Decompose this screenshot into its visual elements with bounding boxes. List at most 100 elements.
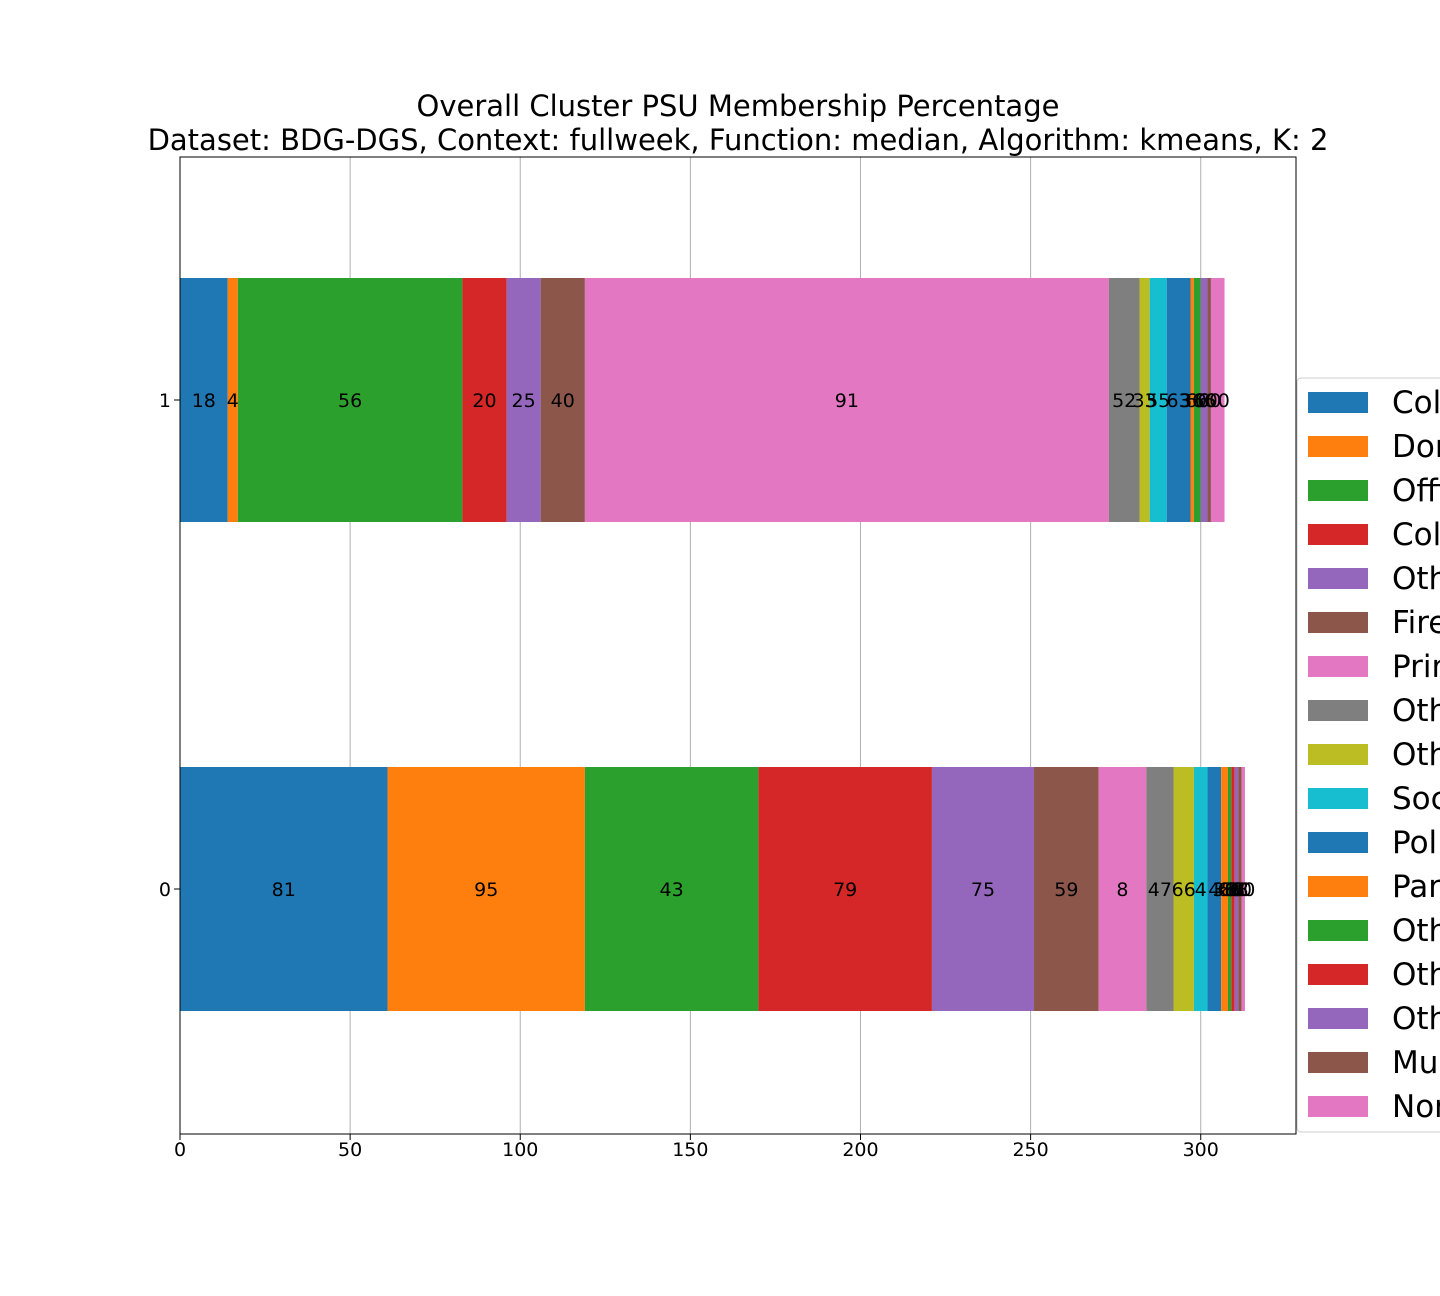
legend-swatch-16	[1308, 1096, 1368, 1117]
bar-segment-cat0-s4	[931, 767, 1035, 1011]
x-tick-label-200: 200	[842, 1139, 878, 1161]
bar-label-cat1-s12: 66	[1185, 390, 1209, 412]
bar-label-cat0-s16: 80	[1231, 879, 1255, 901]
bar-label-cat1-s6: 91	[835, 390, 859, 412]
bar-segment-cat1-s5	[540, 278, 585, 522]
bar-label-cat1-s10: 63	[1167, 390, 1191, 412]
bar-segment-cat1-s11	[1190, 278, 1194, 522]
bar-label-cat1-s13: 0	[1195, 390, 1207, 412]
bar-segment-cat1-s12	[1193, 278, 1201, 522]
bar-segment-cat1-s2	[237, 278, 463, 522]
x-tick-label-50: 50	[338, 1139, 362, 1161]
bar-label-cat0-s6: 8	[1116, 879, 1128, 901]
legend: Col Dor Offi Col Oth Fire Prir Oth Oth Soc Poli Par…	[1296, 377, 1440, 1133]
bar-segment-cat0-s1	[387, 767, 585, 1011]
bar-label-cat1-s2: 56	[338, 390, 362, 412]
bar-segment-cat0-s7	[1146, 767, 1174, 1011]
bar-segment-cat0-s5	[1034, 767, 1099, 1011]
bar-label-cat1-s16: 00	[1206, 390, 1230, 412]
bar-label-cat0-s9: 4	[1195, 879, 1207, 901]
bar-label-cat1-s1: 4	[227, 390, 239, 412]
chart-subtitle: Dataset: BDG-DGS, Context: fullweek, Fun…	[148, 123, 1329, 157]
legend-swatch-2	[1308, 480, 1368, 501]
legend-label-16: Nor	[1392, 1089, 1440, 1125]
bar-segment-cat0-s2	[584, 767, 759, 1011]
plot-frame	[179, 156, 1297, 1135]
legend-label-6: Prir	[1392, 649, 1440, 685]
bar-segment-cat1-s16	[1210, 278, 1225, 522]
y-tick-label-1: 1	[159, 390, 171, 412]
legend-swatch-12	[1308, 920, 1368, 941]
bar-segment-cat0-s15	[1238, 767, 1242, 1011]
bar-segment-cat1-s3	[462, 278, 507, 522]
bar-label-cat1-s14: 66	[1192, 390, 1216, 412]
bar-label-cat0-s15: 80	[1228, 879, 1252, 901]
bar-segment-cat0-s6	[1098, 767, 1147, 1011]
chart-title: Overall Cluster PSU Membership Percentag…	[417, 89, 1060, 123]
x-tick-label-300: 300	[1183, 1139, 1219, 1161]
legend-label-7: Oth	[1392, 693, 1440, 729]
bar-label-cat1-s15: 60	[1197, 390, 1221, 412]
legend-label-11: Par	[1392, 869, 1440, 905]
bar-segment-cat0-s0	[180, 767, 388, 1011]
bar-segment-cat1-s1	[227, 278, 238, 522]
bar-segment-cat1-s15	[1207, 278, 1211, 522]
bar-label-cat1-s5: 40	[551, 390, 575, 412]
bar-label-cat0-s1: 95	[474, 879, 498, 901]
bar-segment-cat0-s13	[1231, 767, 1235, 1011]
bar-segment-cat1-s8	[1139, 278, 1150, 522]
bar-segment-cat1-s7	[1108, 278, 1140, 522]
bar-label-cat0-s7: 47	[1148, 879, 1172, 901]
legend-label-14: Oth	[1392, 1001, 1440, 1037]
bar-segment-cat0-s12	[1227, 767, 1232, 1011]
legend-label-1: Dor	[1392, 429, 1440, 465]
legend-label-8: Oth	[1392, 737, 1440, 773]
legend-swatch-15	[1308, 1052, 1368, 1073]
bar-label-cat0-s4: 75	[971, 879, 995, 901]
bar-label-cat0-s5: 59	[1054, 879, 1078, 901]
bar-label-cat0-s13: 88	[1221, 879, 1245, 901]
legend-swatch-10	[1308, 832, 1368, 853]
bar-label-cat0-s14: 88	[1224, 879, 1248, 901]
legend-swatch-0	[1308, 392, 1368, 413]
y-tick-label-0: 0	[159, 879, 171, 901]
bar-label-cat1-s8: 33	[1132, 390, 1156, 412]
legend-label-4: Oth	[1392, 561, 1440, 597]
legend-swatch-5	[1308, 612, 1368, 633]
legend-swatch-13	[1308, 964, 1368, 985]
bar-segment-cat1-s14	[1200, 278, 1208, 522]
bar-label-cat0-s2: 43	[660, 879, 684, 901]
x-tick-label-150: 150	[672, 1139, 708, 1161]
bar-label-cat1-s4: 25	[512, 390, 536, 412]
bar-segment-cat0-s8	[1173, 767, 1194, 1011]
bar-label-cat1-s9: 55	[1146, 390, 1170, 412]
legend-label-12: Oth	[1392, 913, 1440, 949]
x-tick-label-0: 0	[174, 1139, 186, 1161]
bar-segment-cat1-s10	[1166, 278, 1191, 522]
legend-swatch-3	[1308, 524, 1368, 545]
legend-label-2: Offi	[1392, 473, 1440, 509]
legend-swatch-9	[1308, 788, 1368, 809]
bar-segment-cat0-s3	[758, 767, 932, 1011]
legend-label-3: Col	[1392, 517, 1440, 553]
bar-segment-cat1-s4	[506, 278, 541, 522]
bar-segment-cat0-s14	[1234, 767, 1239, 1011]
legend-swatch-8	[1308, 744, 1368, 765]
legend-swatch-11	[1308, 876, 1368, 897]
bar-segment-cat0-s10	[1207, 767, 1222, 1011]
bar-label-cat1-s11: 36	[1180, 390, 1204, 412]
bar-label-cat0-s3: 79	[833, 879, 857, 901]
legend-swatch-7	[1308, 700, 1368, 721]
bar-segment-cat0-s11	[1221, 767, 1228, 1011]
bar-label-cat1-s0: 18	[192, 390, 216, 412]
bar-label-cat1-s3: 20	[472, 390, 496, 412]
bar-label-cat0-s11: 36	[1212, 879, 1236, 901]
bar-segment-cat1-s6	[584, 278, 1109, 522]
bar-segment-cat0-s16	[1241, 767, 1245, 1011]
legend-swatch-1	[1308, 436, 1368, 457]
bars	[180, 278, 1245, 1011]
